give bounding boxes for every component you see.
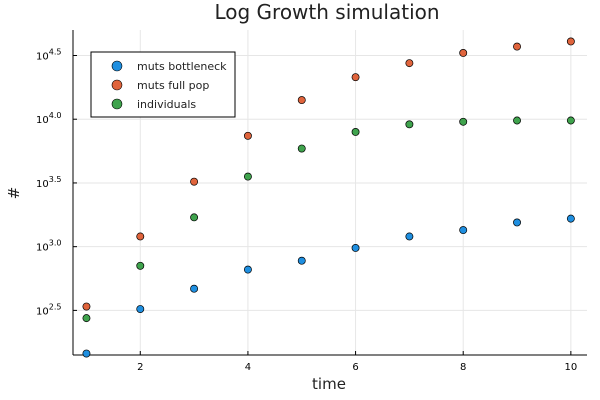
data-point bbox=[351, 73, 360, 82]
y-tick-label: 104.5 bbox=[36, 47, 61, 62]
data-point bbox=[243, 131, 252, 140]
data-point bbox=[190, 284, 199, 293]
tick-labels: 2 4 6 8 10 102.5 103.0 103.5 104.0 104.5 bbox=[36, 47, 577, 373]
x-tick-label: 6 bbox=[352, 362, 358, 373]
series-muts-bottleneck bbox=[82, 214, 575, 358]
data-point bbox=[459, 226, 468, 235]
data-point bbox=[513, 42, 521, 51]
legend-label: individuals bbox=[137, 98, 196, 111]
x-axis-label: time bbox=[312, 375, 346, 393]
legend-marker bbox=[111, 98, 123, 110]
x-tick-label: 2 bbox=[137, 362, 143, 373]
data-point bbox=[136, 305, 145, 313]
data-point bbox=[405, 120, 414, 129]
data-point bbox=[351, 128, 360, 136]
data-point bbox=[405, 232, 414, 241]
data-point bbox=[82, 314, 91, 323]
legend-marker bbox=[111, 79, 123, 91]
legend-marker bbox=[111, 60, 123, 72]
axes bbox=[72, 30, 587, 356]
series-individuals bbox=[82, 116, 575, 323]
data-point bbox=[82, 349, 91, 358]
y-tick-label: 103.5 bbox=[36, 175, 61, 190]
data-point bbox=[566, 214, 575, 223]
x-tick-label: 8 bbox=[460, 362, 466, 373]
data-point bbox=[297, 96, 306, 105]
legend-label: muts full pop bbox=[137, 79, 209, 92]
data-point bbox=[297, 144, 306, 153]
data-point bbox=[190, 177, 199, 186]
data-point bbox=[513, 218, 521, 227]
data-points bbox=[82, 37, 575, 358]
data-point bbox=[136, 261, 145, 270]
data-point bbox=[82, 302, 91, 311]
data-point bbox=[297, 256, 306, 265]
data-point bbox=[136, 232, 145, 241]
data-point bbox=[351, 244, 360, 252]
y-tick-label: 104.0 bbox=[36, 111, 61, 126]
y-axis-label: # bbox=[5, 187, 23, 200]
y-tick-label: 102.5 bbox=[36, 302, 61, 317]
x-tick-label: 4 bbox=[245, 362, 251, 373]
series-muts-full-pop bbox=[82, 37, 575, 311]
y-tick-label: 103.0 bbox=[36, 239, 61, 254]
data-point bbox=[459, 117, 468, 126]
legend-label: muts bottleneck bbox=[137, 60, 227, 73]
data-point bbox=[566, 116, 575, 125]
legend: muts bottleneck muts full pop individuals bbox=[90, 51, 236, 118]
data-point bbox=[243, 265, 252, 274]
grid-lines bbox=[73, 30, 587, 355]
data-point bbox=[405, 59, 414, 68]
data-point bbox=[459, 48, 468, 57]
data-point bbox=[566, 37, 575, 46]
data-point bbox=[513, 116, 521, 125]
chart-title: Log Growth simulation bbox=[214, 0, 439, 24]
x-tick-label: 10 bbox=[564, 362, 577, 373]
data-point bbox=[190, 213, 199, 222]
data-point bbox=[243, 172, 252, 181]
